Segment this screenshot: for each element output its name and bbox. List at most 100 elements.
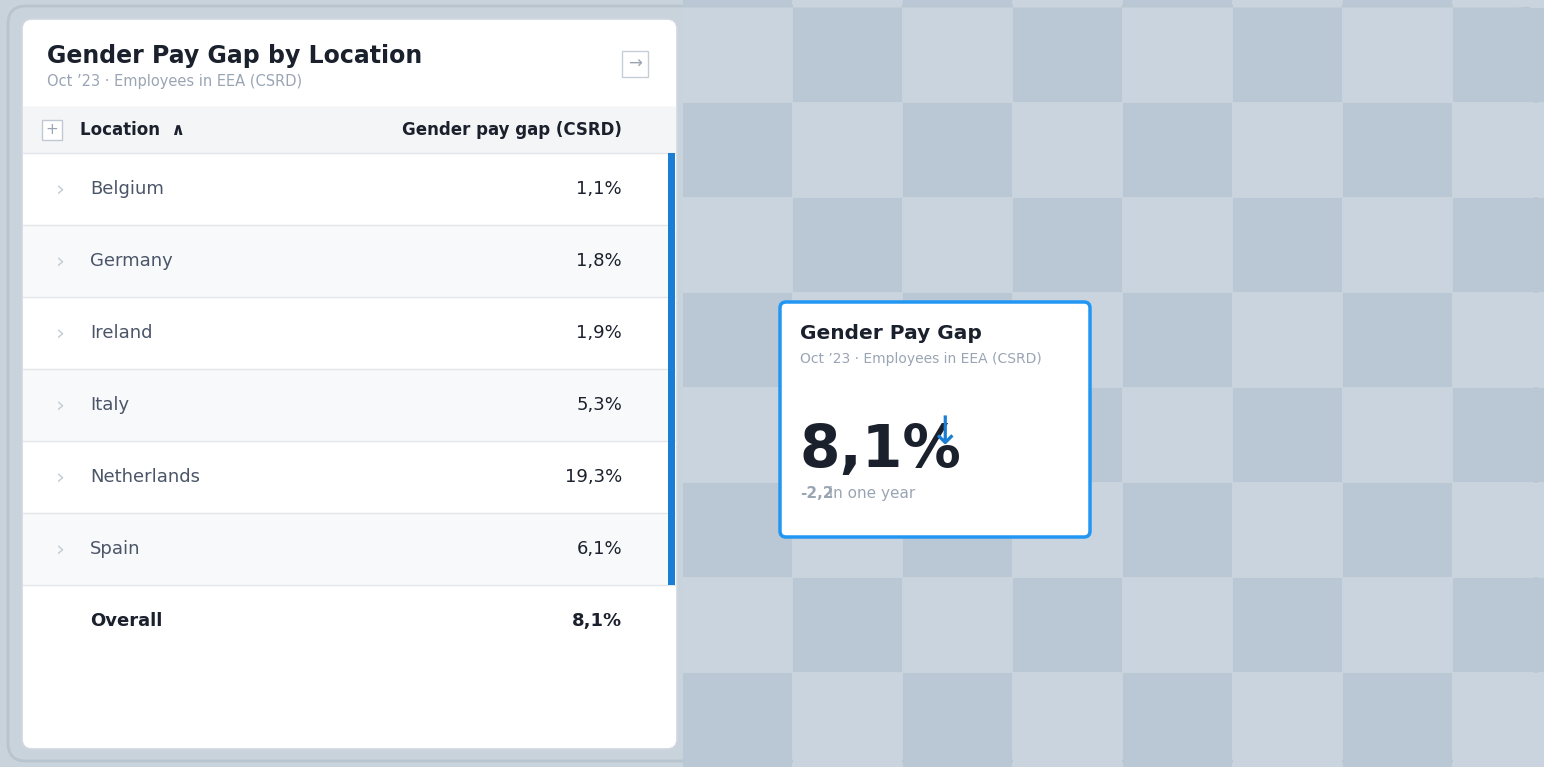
- Bar: [794, 0, 902, 7]
- Bar: [1013, 8, 1122, 102]
- Bar: [1343, 198, 1451, 292]
- Bar: [1343, 578, 1451, 672]
- Text: in one year: in one year: [824, 486, 916, 501]
- Bar: [794, 103, 902, 197]
- Text: Belgium: Belgium: [90, 180, 164, 198]
- FancyBboxPatch shape: [22, 19, 676, 749]
- Bar: [1343, 293, 1451, 387]
- Bar: [1013, 388, 1122, 482]
- Text: Overall: Overall: [90, 612, 162, 630]
- Bar: [794, 293, 902, 387]
- Text: Oct ’23 · Employees in EEA (CSRD): Oct ’23 · Employees in EEA (CSRD): [800, 352, 1042, 366]
- Bar: [903, 198, 1011, 292]
- Bar: [794, 578, 902, 672]
- Bar: [23, 441, 676, 513]
- Bar: [669, 153, 675, 585]
- Text: 19,3%: 19,3%: [565, 468, 622, 486]
- Bar: [903, 103, 1011, 197]
- Bar: [1343, 0, 1451, 7]
- Bar: [682, 0, 792, 7]
- Text: Gender Pay Gap: Gender Pay Gap: [800, 324, 982, 343]
- Bar: [1343, 8, 1451, 102]
- Bar: [1013, 673, 1122, 767]
- Bar: [903, 483, 1011, 577]
- Bar: [1453, 578, 1544, 672]
- Text: Ireland: Ireland: [90, 324, 153, 342]
- Text: -2,2: -2,2: [800, 486, 834, 501]
- Text: Germany: Germany: [90, 252, 173, 270]
- Text: +: +: [46, 123, 59, 137]
- Bar: [682, 483, 792, 577]
- Bar: [1234, 8, 1342, 102]
- Text: ›: ›: [56, 323, 65, 343]
- Text: Gender pay gap (CSRD): Gender pay gap (CSRD): [401, 121, 622, 139]
- Text: ›: ›: [56, 179, 65, 199]
- Text: Italy: Italy: [90, 396, 130, 414]
- Bar: [1343, 388, 1451, 482]
- Bar: [1013, 578, 1122, 672]
- Bar: [682, 198, 792, 292]
- Bar: [1122, 198, 1232, 292]
- Bar: [1453, 673, 1544, 767]
- Text: 6,1%: 6,1%: [576, 540, 622, 558]
- Bar: [1122, 293, 1232, 387]
- Bar: [1122, 8, 1232, 102]
- Bar: [794, 673, 902, 767]
- Bar: [1013, 483, 1122, 577]
- Text: ›: ›: [56, 395, 65, 415]
- Bar: [903, 578, 1011, 672]
- Bar: [1013, 103, 1122, 197]
- Bar: [42, 120, 62, 140]
- Bar: [1234, 293, 1342, 387]
- Text: Gender Pay Gap by Location: Gender Pay Gap by Location: [46, 44, 422, 68]
- Bar: [1234, 103, 1342, 197]
- Bar: [682, 673, 792, 767]
- Bar: [1122, 0, 1232, 7]
- Bar: [1234, 198, 1342, 292]
- Text: →: →: [628, 55, 642, 73]
- Bar: [23, 513, 676, 585]
- Text: Location  ∧: Location ∧: [80, 121, 185, 139]
- Bar: [1013, 293, 1122, 387]
- Bar: [1453, 293, 1544, 387]
- Bar: [23, 297, 676, 369]
- FancyBboxPatch shape: [780, 302, 1090, 537]
- Bar: [1013, 0, 1122, 7]
- Bar: [903, 673, 1011, 767]
- Bar: [1234, 483, 1342, 577]
- Bar: [903, 0, 1011, 7]
- Bar: [1343, 673, 1451, 767]
- Text: 1,9%: 1,9%: [576, 324, 622, 342]
- Text: Spain: Spain: [90, 540, 141, 558]
- Bar: [903, 388, 1011, 482]
- Bar: [1122, 483, 1232, 577]
- Bar: [794, 388, 902, 482]
- Bar: [1234, 673, 1342, 767]
- Bar: [794, 198, 902, 292]
- Bar: [1122, 103, 1232, 197]
- Bar: [1453, 103, 1544, 197]
- Bar: [1453, 8, 1544, 102]
- Text: ↓: ↓: [928, 414, 960, 452]
- Bar: [682, 578, 792, 672]
- Bar: [682, 293, 792, 387]
- Bar: [903, 293, 1011, 387]
- Bar: [23, 225, 676, 297]
- Bar: [1013, 198, 1122, 292]
- Bar: [1122, 388, 1232, 482]
- Bar: [1453, 388, 1544, 482]
- Bar: [1343, 483, 1451, 577]
- Bar: [682, 103, 792, 197]
- FancyBboxPatch shape: [8, 6, 1536, 761]
- Bar: [1234, 0, 1342, 7]
- Bar: [23, 585, 676, 657]
- Bar: [1343, 103, 1451, 197]
- Text: Netherlands: Netherlands: [90, 468, 201, 486]
- Bar: [23, 153, 676, 225]
- Bar: [1122, 673, 1232, 767]
- Text: 1,1%: 1,1%: [576, 180, 622, 198]
- Bar: [1453, 483, 1544, 577]
- Bar: [682, 388, 792, 482]
- Text: ›: ›: [56, 251, 65, 271]
- Bar: [903, 8, 1011, 102]
